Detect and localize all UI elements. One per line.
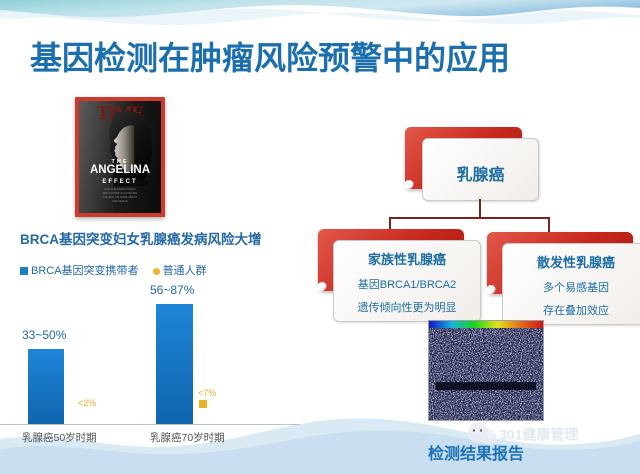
svg-text:301健康管理: 301健康管理 — [499, 427, 578, 443]
